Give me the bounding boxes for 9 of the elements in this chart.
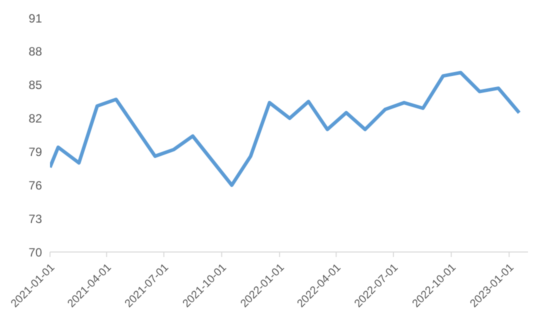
y-tick-label: 73 xyxy=(28,212,42,226)
y-tick-label: 79 xyxy=(28,144,42,159)
y-tick-label: 85 xyxy=(28,78,42,92)
line-series xyxy=(50,70,521,187)
y-tick-label: 76 xyxy=(28,178,42,192)
y-tick-label: 82 xyxy=(28,112,42,126)
y-tick-label: 91 xyxy=(28,11,42,26)
y-tick-label: 88 xyxy=(28,44,42,59)
y-tick-label: 70 xyxy=(28,245,42,260)
